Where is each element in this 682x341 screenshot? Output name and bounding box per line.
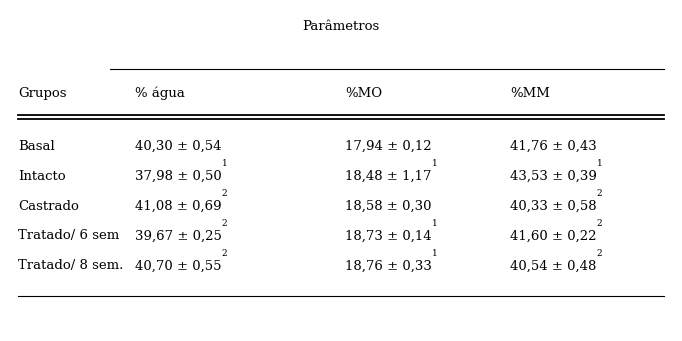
Text: 41,60 ± 0,22: 41,60 ± 0,22 [510,229,597,242]
Text: 17,94 ± 0,12: 17,94 ± 0,12 [345,139,432,152]
Text: 41,08 ± 0,69: 41,08 ± 0,69 [135,199,222,212]
Text: 2: 2 [222,219,228,227]
Text: 18,48 ± 1,17: 18,48 ± 1,17 [345,169,432,182]
Text: Intacto: Intacto [18,169,65,182]
Text: 2: 2 [597,189,602,197]
Text: 40,30 ± 0,54: 40,30 ± 0,54 [135,139,222,152]
Text: 40,70 ± 0,55: 40,70 ± 0,55 [135,260,222,272]
Text: 41,76 ± 0,43: 41,76 ± 0,43 [510,139,597,152]
Text: 1: 1 [432,159,437,167]
Text: 1: 1 [432,249,438,257]
Text: 18,58 ± 0,30: 18,58 ± 0,30 [345,199,432,212]
Text: 43,53 ± 0,39: 43,53 ± 0,39 [510,169,597,182]
Text: Tratado/ 8 sem.: Tratado/ 8 sem. [18,260,123,272]
Text: 18,73 ± 0,14: 18,73 ± 0,14 [345,229,432,242]
Text: Grupos: Grupos [18,87,67,100]
Text: % água: % água [135,86,185,100]
Text: 40,33 ± 0,58: 40,33 ± 0,58 [510,199,597,212]
Text: 37,98 ± 0,50: 37,98 ± 0,50 [135,169,222,182]
Text: 18,76 ± 0,33: 18,76 ± 0,33 [345,260,432,272]
Text: 1: 1 [222,159,228,167]
Text: 40,54 ± 0,48: 40,54 ± 0,48 [510,260,596,272]
Text: 2: 2 [222,249,227,257]
Text: Parâmetros: Parâmetros [302,19,380,32]
Text: 39,67 ± 0,25: 39,67 ± 0,25 [135,229,222,242]
Text: 1: 1 [432,219,437,227]
Text: %MM: %MM [510,87,550,100]
Text: 2: 2 [222,189,227,197]
Text: 1: 1 [597,159,603,167]
Text: %MO: %MO [345,87,382,100]
Text: 2: 2 [596,249,602,257]
Text: Castrado: Castrado [18,199,79,212]
Text: Basal: Basal [18,139,55,152]
Text: Tratado/ 6 sem: Tratado/ 6 sem [18,229,119,242]
Text: 2: 2 [597,219,602,227]
